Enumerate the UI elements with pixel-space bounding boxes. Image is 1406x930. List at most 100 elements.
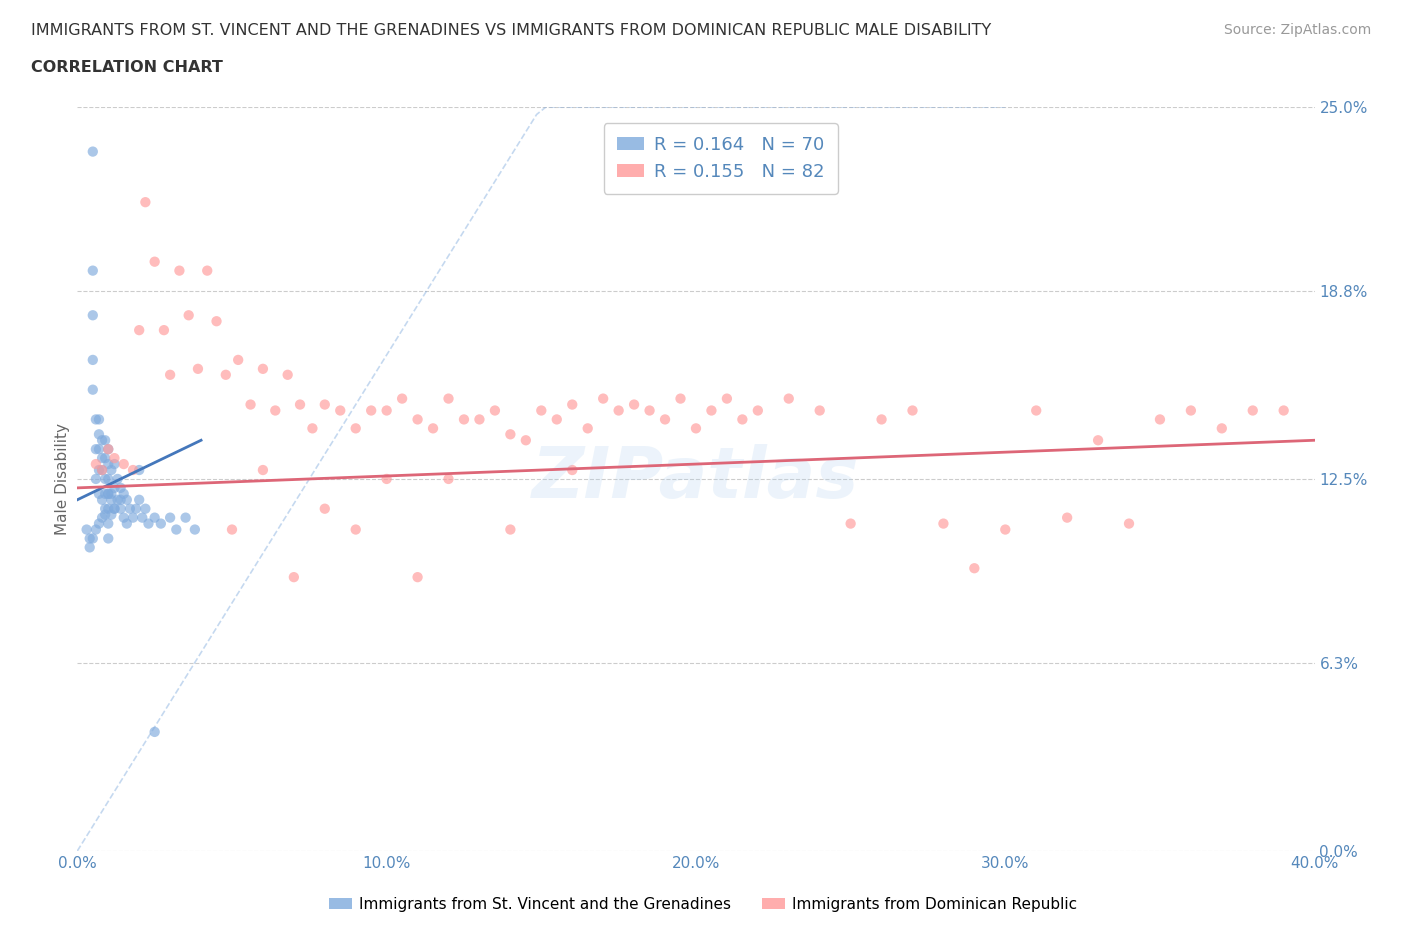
Point <box>125 501 148 516</box>
Point <box>638 403 661 418</box>
Point <box>94 507 117 522</box>
Point <box>87 427 110 442</box>
Point <box>963 561 986 576</box>
Point <box>138 516 160 531</box>
Point <box>344 421 367 436</box>
Point <box>592 392 614 406</box>
Y-axis label: Male Disability: Male Disability <box>55 423 70 535</box>
Point <box>169 263 191 278</box>
Point <box>87 486 110 501</box>
Point <box>97 457 120 472</box>
Point <box>623 397 645 412</box>
Point <box>177 308 200 323</box>
Point <box>131 511 153 525</box>
Point <box>112 511 135 525</box>
Point <box>122 462 145 477</box>
Point <box>107 472 129 486</box>
Point <box>94 486 117 501</box>
Point <box>97 516 120 531</box>
Point <box>100 507 122 522</box>
Point <box>515 432 537 447</box>
Point <box>1272 403 1295 418</box>
Point <box>91 432 114 447</box>
Point <box>277 367 299 382</box>
Point <box>97 486 120 501</box>
Point <box>87 462 110 477</box>
Point <box>115 516 138 531</box>
Point <box>870 412 893 427</box>
Point <box>87 412 110 427</box>
Point <box>84 457 107 472</box>
Point <box>453 412 475 427</box>
Point <box>669 392 692 406</box>
Point <box>607 403 630 418</box>
Point <box>100 462 122 477</box>
Point <box>700 403 723 418</box>
Point <box>226 352 249 367</box>
Point <box>110 481 132 496</box>
Point <box>103 457 125 472</box>
Point <box>149 516 172 531</box>
Point <box>165 522 187 537</box>
Point <box>314 501 336 516</box>
Point <box>360 403 382 418</box>
Point <box>288 397 311 412</box>
Point <box>103 481 125 496</box>
Point <box>1241 403 1264 418</box>
Point <box>530 403 553 418</box>
Point <box>91 462 114 477</box>
Point <box>110 492 132 507</box>
Point <box>546 412 568 427</box>
Point <box>94 472 117 486</box>
Point <box>239 397 262 412</box>
Text: ZIPatlas: ZIPatlas <box>533 445 859 513</box>
Point <box>747 403 769 418</box>
Point <box>134 501 156 516</box>
Point <box>252 362 274 377</box>
Point <box>576 421 599 436</box>
Point <box>84 522 107 537</box>
Point <box>97 472 120 486</box>
Point <box>468 412 491 427</box>
Point <box>283 570 305 585</box>
Text: IMMIGRANTS FROM ST. VINCENT AND THE GRENADINES VS IMMIGRANTS FROM DOMINICAN REPU: IMMIGRANTS FROM ST. VINCENT AND THE GREN… <box>31 23 991 38</box>
Point <box>932 516 955 531</box>
Point <box>778 392 800 406</box>
Point <box>143 254 166 269</box>
Point <box>406 570 429 585</box>
Point <box>839 516 862 531</box>
Point <box>100 492 122 507</box>
Point <box>174 511 197 525</box>
Point <box>87 516 110 531</box>
Point <box>406 412 429 427</box>
Point <box>84 472 107 486</box>
Point <box>808 403 831 418</box>
Point <box>1118 516 1140 531</box>
Point <box>1087 432 1109 447</box>
Point <box>82 144 104 159</box>
Point <box>128 323 150 338</box>
Point <box>1211 421 1233 436</box>
Point <box>82 382 104 397</box>
Point <box>561 462 583 477</box>
Point <box>128 492 150 507</box>
Text: Source: ZipAtlas.com: Source: ZipAtlas.com <box>1223 23 1371 37</box>
Point <box>205 313 228 328</box>
Point <box>91 462 114 477</box>
Point <box>484 403 506 418</box>
Point <box>499 522 522 537</box>
Point <box>314 397 336 412</box>
Point <box>91 511 114 525</box>
Point <box>82 352 104 367</box>
Point <box>187 362 209 377</box>
Point <box>87 442 110 457</box>
Point <box>1025 403 1047 418</box>
Point <box>375 472 398 486</box>
Point <box>134 194 156 209</box>
Legend: Immigrants from St. Vincent and the Grenadines, Immigrants from Dominican Republ: Immigrants from St. Vincent and the Gren… <box>322 891 1084 918</box>
Point <box>221 522 243 537</box>
Point <box>112 486 135 501</box>
Point <box>195 263 218 278</box>
Point <box>159 367 181 382</box>
Text: CORRELATION CHART: CORRELATION CHART <box>31 60 222 75</box>
